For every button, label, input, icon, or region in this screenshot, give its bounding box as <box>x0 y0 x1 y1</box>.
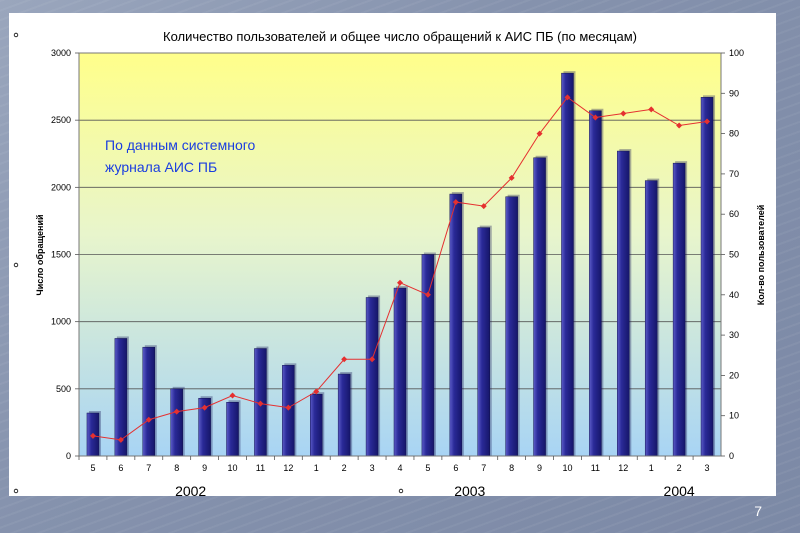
x-tick-label: 12 <box>283 463 293 473</box>
x-tick-label: 5 <box>90 463 95 473</box>
x-tick-label: 8 <box>174 463 179 473</box>
bar <box>617 150 630 457</box>
users-point <box>229 392 236 399</box>
bar <box>477 227 490 457</box>
users-point <box>173 408 180 415</box>
y-left-tick-label: 2500 <box>51 115 71 125</box>
bar <box>226 402 239 457</box>
x-tick-label: 4 <box>397 463 402 473</box>
users-point <box>480 203 487 210</box>
year-label: 2003 <box>454 483 485 496</box>
users-point <box>369 356 376 363</box>
users-point <box>117 436 124 443</box>
x-tick-label: 8 <box>509 463 514 473</box>
corner-marker <box>13 32 19 38</box>
users-point <box>341 356 348 363</box>
year-label: 2002 <box>175 483 206 496</box>
x-tick-label: 9 <box>202 463 207 473</box>
x-tick-label: 7 <box>146 463 151 473</box>
y-right-tick-label: 100 <box>729 48 744 58</box>
users-point <box>313 388 320 395</box>
x-tick-label: 10 <box>562 463 572 473</box>
y-right-tick-label: 60 <box>729 209 739 219</box>
corner-marker <box>13 488 19 494</box>
x-tick-label: 2 <box>342 463 347 473</box>
y-right-tick-label: 80 <box>729 129 739 139</box>
users-point <box>676 122 683 129</box>
x-tick-label: 6 <box>453 463 458 473</box>
bar <box>310 393 323 457</box>
bar <box>589 110 602 457</box>
bar <box>337 373 351 457</box>
chart: 0 500 1000 1500 2000 2500 3000 0 10 20 30 40 50 60 70 8… <box>13 29 766 496</box>
bar <box>672 162 686 457</box>
users-point <box>452 199 459 206</box>
chart-card: 0 500 1000 1500 2000 2500 3000 0 10 20 30 40 50 60 70 8… <box>9 13 776 496</box>
users-point <box>285 404 292 411</box>
y-right-tick-label: 10 <box>729 411 739 421</box>
corner-marker <box>398 488 404 494</box>
x-tick-label: 3 <box>370 463 375 473</box>
users-point <box>620 110 627 117</box>
x-tick-label: 10 <box>228 463 238 473</box>
corner-markers <box>13 32 404 494</box>
x-tick-label: 12 <box>618 463 628 473</box>
y-left-tick-label: 500 <box>56 384 71 394</box>
y-right-tick-label: 50 <box>729 250 739 260</box>
bar <box>142 346 156 457</box>
users-point <box>648 106 655 113</box>
y-right-tick-label: 20 <box>729 370 739 380</box>
users-point <box>564 94 571 101</box>
page-number: 7 <box>754 503 762 519</box>
users-point <box>592 114 599 121</box>
x-tick-label: 2 <box>677 463 682 473</box>
x-tick-label: 7 <box>481 463 486 473</box>
users-point <box>397 279 403 286</box>
x-tick-label: 3 <box>705 463 710 473</box>
bar <box>533 157 546 457</box>
bar <box>644 180 658 457</box>
x-tick-label: 1 <box>649 463 654 473</box>
users-point <box>257 400 264 407</box>
users-point <box>508 174 515 181</box>
bar <box>365 297 379 457</box>
bar <box>505 196 518 457</box>
x-tick-label: 11 <box>591 463 600 473</box>
x-tick-label: 1 <box>314 463 319 473</box>
bar <box>700 97 714 457</box>
y-axis-right-label: Кол-во пользователей <box>756 205 766 306</box>
y-right-tick-label: 30 <box>729 330 739 340</box>
corner-marker <box>13 262 19 268</box>
year-label: 2004 <box>664 483 695 496</box>
bar <box>421 254 435 457</box>
y-left-tick-label: 1500 <box>51 250 71 260</box>
x-tick-label: 5 <box>425 463 430 473</box>
users-point <box>201 404 208 411</box>
y-right-tick-label: 90 <box>729 88 739 98</box>
bar <box>393 287 407 457</box>
bar <box>561 72 574 457</box>
x-tick-label: 9 <box>537 463 542 473</box>
y-left-tick-label: 0 <box>66 451 71 461</box>
users-point <box>89 432 96 439</box>
bar <box>449 193 463 457</box>
users-point <box>424 291 431 298</box>
bar <box>170 388 183 457</box>
users-point <box>536 130 543 137</box>
y-right-tick-label: 0 <box>729 451 734 461</box>
bar <box>282 365 295 457</box>
y-left-tick-label: 1000 <box>51 317 71 327</box>
y-right-tick-label: 70 <box>729 169 739 179</box>
users-point <box>704 118 711 125</box>
y-right-tick-label: 40 <box>729 290 739 300</box>
y-left-tick-label: 2000 <box>51 182 71 192</box>
y-left-tick-label: 3000 <box>51 48 71 58</box>
chart-title: Количество пользователей и общее число о… <box>163 29 637 44</box>
x-tick-label: 6 <box>118 463 123 473</box>
annotation-line-2: журнала АИС ПБ <box>105 159 217 175</box>
users-point <box>145 416 152 423</box>
x-tick-label: 11 <box>256 463 265 473</box>
y-axis-left-label: Число обращений <box>35 214 45 295</box>
annotation-line-1: По данным системного <box>105 137 256 153</box>
